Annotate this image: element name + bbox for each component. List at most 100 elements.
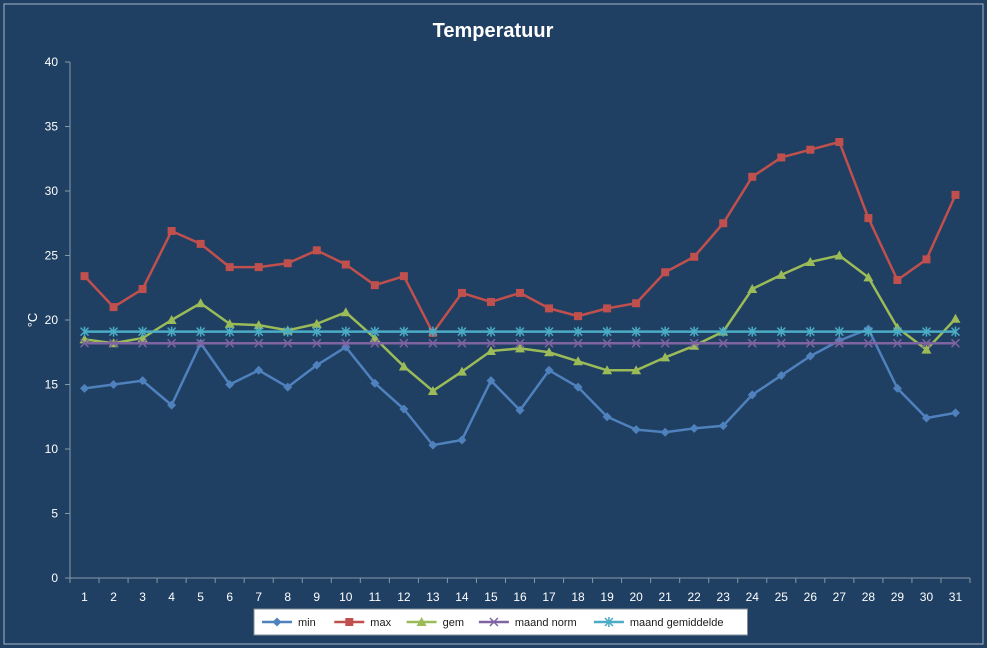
data-point-min xyxy=(138,376,148,386)
data-point-min xyxy=(312,360,322,370)
x-tick-label: 24 xyxy=(746,590,760,604)
data-point-gem xyxy=(573,356,584,366)
data-point-maand-norm xyxy=(457,338,467,348)
data-point-maand-gemiddelde xyxy=(921,326,931,337)
legend-label: max xyxy=(370,617,391,629)
legend-marker xyxy=(272,617,282,627)
data-point-min xyxy=(109,380,119,389)
data-point-maand-norm xyxy=(138,338,148,348)
legend: min max gem maand norm maand gemiddelde xyxy=(253,608,748,636)
data-point-maand-norm xyxy=(196,338,206,348)
data-point-maand-norm xyxy=(254,338,264,348)
data-point-maand-gemiddelde xyxy=(747,326,757,337)
legend-label: min xyxy=(298,617,316,629)
data-point-maand-norm xyxy=(602,338,612,348)
data-point-maand-gemiddelde xyxy=(196,326,206,337)
data-point-min xyxy=(225,380,235,389)
data-point-max xyxy=(545,304,554,313)
data-point-maand-gemiddelde xyxy=(312,326,322,337)
data-point-max xyxy=(690,252,699,261)
data-point-maand-norm xyxy=(776,338,786,348)
data-point-max xyxy=(283,259,292,268)
x-tick-label: 8 xyxy=(284,590,291,604)
data-point-maand-norm xyxy=(950,338,961,348)
x-tick-label: 1 xyxy=(81,590,88,604)
data-point-min xyxy=(602,412,612,422)
data-point-maand-norm xyxy=(167,338,177,348)
data-point-min xyxy=(457,435,467,445)
x-tick-label: 21 xyxy=(658,590,672,604)
data-point-maand-gemiddelde xyxy=(950,326,961,337)
x-tick-label: 25 xyxy=(775,590,789,604)
data-point-maand-norm xyxy=(747,338,757,348)
y-tick-label: 5 xyxy=(51,507,58,521)
data-point-min xyxy=(892,383,902,393)
legend-label: maand norm xyxy=(515,617,577,629)
data-point-maand-norm xyxy=(312,338,322,348)
data-point-gem xyxy=(747,284,758,294)
series-maand-gemiddelde xyxy=(79,326,961,337)
data-point-maand-norm xyxy=(892,338,902,348)
data-point-min xyxy=(660,427,670,437)
data-point-gem xyxy=(950,313,961,323)
y-tick-label: 0 xyxy=(51,571,58,585)
data-point-maand-gemiddelde xyxy=(486,326,496,337)
data-point-maand-norm xyxy=(225,338,235,348)
x-tick-label: 3 xyxy=(139,590,146,604)
x-tick-label: 12 xyxy=(397,590,411,604)
x-tick-label: 19 xyxy=(600,590,614,604)
x-tick-label: 11 xyxy=(369,590,382,604)
data-point-min xyxy=(950,408,960,418)
x-tick-label: 18 xyxy=(571,590,585,604)
data-point-max xyxy=(603,304,612,313)
data-point-min xyxy=(718,421,728,431)
x-tick-label: 30 xyxy=(920,590,934,604)
x-tick-label: 29 xyxy=(891,590,905,604)
data-point-min xyxy=(167,400,177,410)
data-point-maand-gemiddelde xyxy=(225,326,235,337)
data-point-maand-norm xyxy=(283,338,293,348)
data-point-max xyxy=(457,288,466,297)
data-point-min xyxy=(370,378,380,388)
x-tick-label: 23 xyxy=(717,590,731,604)
series-max xyxy=(80,137,960,337)
y-tick-label: 35 xyxy=(45,120,59,134)
x-tick-label: 28 xyxy=(862,590,876,604)
data-point-maand-norm xyxy=(515,338,525,348)
data-point-maand-gemiddelde xyxy=(573,326,583,337)
data-point-maand-norm xyxy=(689,338,699,348)
x-tick-label: 20 xyxy=(629,590,643,604)
data-point-gem xyxy=(515,343,525,353)
x-tick-label: 5 xyxy=(197,590,204,604)
data-point-maand-norm xyxy=(921,338,931,348)
data-point-max xyxy=(835,137,844,146)
plot-area xyxy=(79,137,961,450)
data-point-max xyxy=(632,299,641,308)
y-tick-label: 10 xyxy=(45,442,59,456)
data-point-min xyxy=(631,425,641,435)
data-point-gem xyxy=(253,320,264,330)
data-point-gem xyxy=(660,352,671,362)
legend-item-gem: gem xyxy=(406,617,464,629)
data-point-min xyxy=(399,404,409,414)
data-point-gem xyxy=(195,298,206,308)
x-tick-label: 17 xyxy=(542,590,556,604)
data-point-maand-gemiddelde xyxy=(805,326,815,337)
data-point-min xyxy=(486,376,496,386)
data-point-maand-norm xyxy=(109,338,119,348)
data-point-gem xyxy=(631,365,642,375)
x-tick-label: 27 xyxy=(833,590,847,604)
legend-item-maand-gemiddelde: maand gemiddelde xyxy=(593,617,723,629)
data-point-max xyxy=(225,263,234,272)
data-point-maand-gemiddelde xyxy=(544,326,554,337)
data-point-min xyxy=(573,382,583,392)
data-point-maand-gemiddelde xyxy=(79,326,90,337)
data-point-max xyxy=(109,303,118,312)
data-point-min xyxy=(80,383,90,393)
data-point-maand-norm xyxy=(573,338,583,348)
y-tick-label: 15 xyxy=(45,378,59,392)
data-point-min xyxy=(921,413,931,423)
data-point-gem xyxy=(340,307,351,317)
series-maand-norm xyxy=(79,338,961,348)
data-point-gem xyxy=(834,250,845,260)
